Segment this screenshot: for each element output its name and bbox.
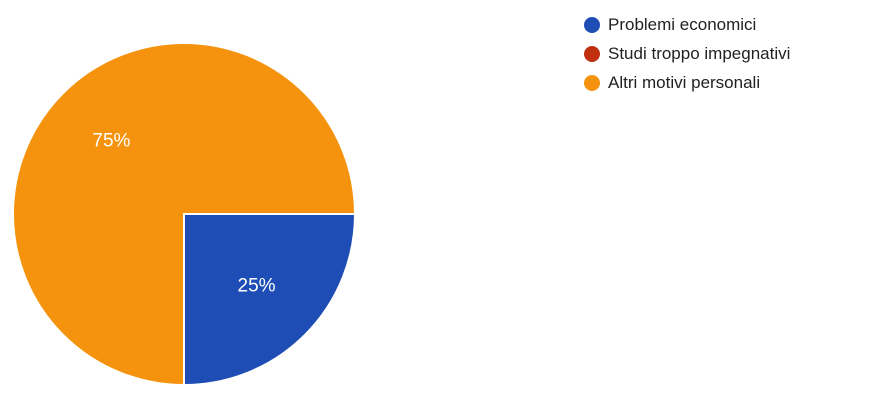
legend-label-studi-troppo-impegnativi: Studi troppo impegnativi <box>608 43 791 63</box>
legend-swatch-studi-troppo-impegnativi <box>584 45 600 62</box>
legend-item-studi-troppo-impegnativi[interactable]: Studi troppo impegnativi <box>584 39 790 68</box>
pie-label-problemi-economici: 25% <box>238 276 276 297</box>
pie-slice-altri-motivi-personali[interactable] <box>12 42 357 387</box>
pie-slice-problemi-economici[interactable] <box>183 213 357 387</box>
chart-legend: Problemi economici Studi troppo impegnat… <box>584 10 790 97</box>
legend-item-altri-motivi-personali[interactable]: Altri motivi personali <box>584 68 790 97</box>
legend-swatch-altri-motivi-personali <box>584 74 600 91</box>
legend-item-problemi-economici[interactable]: Problemi economici <box>584 10 790 39</box>
pie-slice-labels: 25% 75% <box>92 130 275 296</box>
legend-label-problemi-economici: Problemi economici <box>608 14 757 34</box>
legend-label-altri-motivi-personali: Altri motivi personali <box>608 72 761 92</box>
pie-label-altri-motivi-personali: 75% <box>92 130 130 151</box>
pie-slices <box>12 42 357 387</box>
legend-swatch-problemi-economici <box>584 16 600 33</box>
